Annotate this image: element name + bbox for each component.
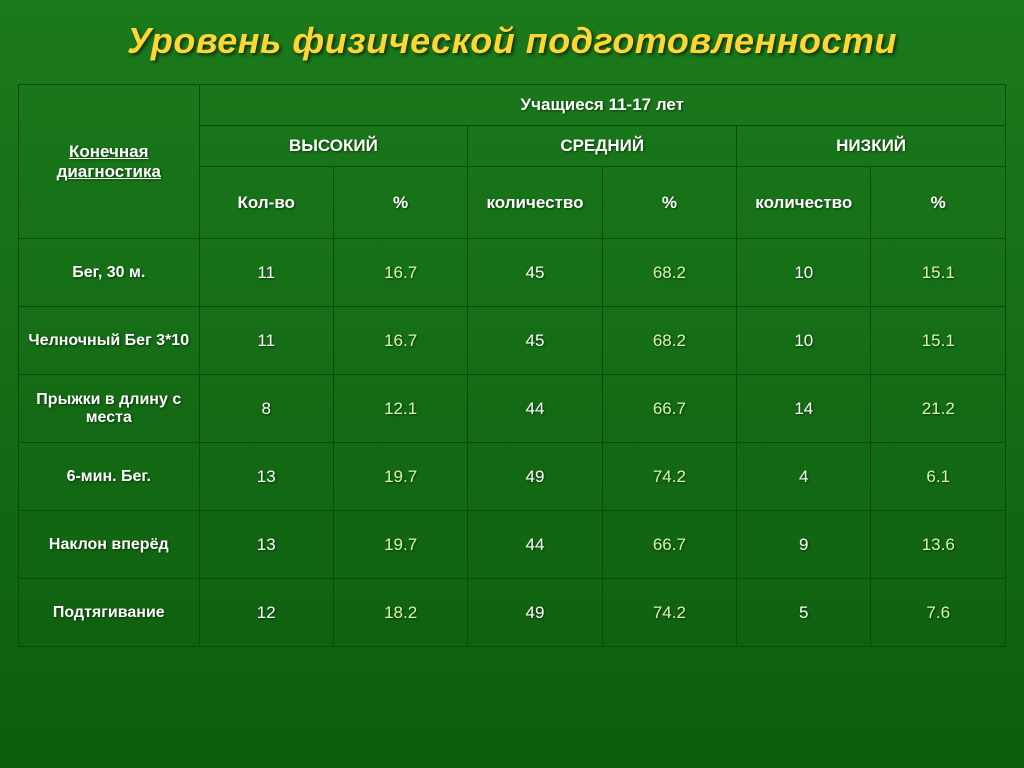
row-label: Наклон вперёд xyxy=(19,511,200,579)
row-label: Бег, 30 м. xyxy=(19,239,200,307)
page-title: Уровень физической подготовленности xyxy=(18,20,1006,62)
cell-value: 19.7 xyxy=(333,443,467,511)
fitness-table: Конечная диагностика Учащиеся 11-17 лет … xyxy=(18,84,1006,647)
table-row: Бег, 30 м.1116.74568.21015.1 xyxy=(19,239,1006,307)
header-level-high: ВЫСОКИЙ xyxy=(199,126,468,167)
cell-value: 6.1 xyxy=(871,443,1006,511)
table-row: Подтягивание1218.24974.257.6 xyxy=(19,579,1006,647)
cell-value: 5 xyxy=(737,579,871,647)
cell-value: 16.7 xyxy=(333,239,467,307)
cell-value: 15.1 xyxy=(871,239,1006,307)
header-students: Учащиеся 11-17 лет xyxy=(199,85,1005,126)
header-pct: % xyxy=(602,167,736,239)
cell-value: 66.7 xyxy=(602,375,736,443)
header-diag: Конечная диагностика xyxy=(19,85,200,239)
cell-value: 10 xyxy=(737,239,871,307)
cell-value: 68.2 xyxy=(602,307,736,375)
cell-value: 15.1 xyxy=(871,307,1006,375)
cell-value: 66.7 xyxy=(602,511,736,579)
cell-value: 18.2 xyxy=(333,579,467,647)
cell-value: 7.6 xyxy=(871,579,1006,647)
header-pct: % xyxy=(871,167,1006,239)
cell-value: 49 xyxy=(468,443,602,511)
cell-value: 74.2 xyxy=(602,443,736,511)
table-row: Челночный Бег 3*101116.74568.21015.1 xyxy=(19,307,1006,375)
cell-value: 13 xyxy=(199,443,333,511)
table-row: 6-мин. Бег.1319.74974.246.1 xyxy=(19,443,1006,511)
cell-value: 10 xyxy=(737,307,871,375)
cell-value: 12.1 xyxy=(333,375,467,443)
cell-value: 19.7 xyxy=(333,511,467,579)
cell-value: 8 xyxy=(199,375,333,443)
cell-value: 68.2 xyxy=(602,239,736,307)
cell-value: 44 xyxy=(468,375,602,443)
table-row: Прыжки в длину с места812.14466.71421.2 xyxy=(19,375,1006,443)
cell-value: 74.2 xyxy=(602,579,736,647)
cell-value: 16.7 xyxy=(333,307,467,375)
header-count: Кол-во xyxy=(199,167,333,239)
cell-value: 13.6 xyxy=(871,511,1006,579)
cell-value: 45 xyxy=(468,239,602,307)
header-count: количество xyxy=(737,167,871,239)
cell-value: 49 xyxy=(468,579,602,647)
cell-value: 9 xyxy=(737,511,871,579)
cell-value: 13 xyxy=(199,511,333,579)
cell-value: 12 xyxy=(199,579,333,647)
row-label: Челночный Бег 3*10 xyxy=(19,307,200,375)
cell-value: 11 xyxy=(199,307,333,375)
cell-value: 45 xyxy=(468,307,602,375)
cell-value: 11 xyxy=(199,239,333,307)
cell-value: 44 xyxy=(468,511,602,579)
row-label: 6-мин. Бег. xyxy=(19,443,200,511)
row-label: Прыжки в длину с места xyxy=(19,375,200,443)
table-row: Наклон вперёд1319.74466.7913.6 xyxy=(19,511,1006,579)
header-count: количество xyxy=(468,167,602,239)
cell-value: 21.2 xyxy=(871,375,1006,443)
cell-value: 4 xyxy=(737,443,871,511)
header-pct: % xyxy=(333,167,467,239)
row-label: Подтягивание xyxy=(19,579,200,647)
cell-value: 14 xyxy=(737,375,871,443)
header-level-mid: СРЕДНИЙ xyxy=(468,126,737,167)
header-level-low: НИЗКИЙ xyxy=(737,126,1006,167)
